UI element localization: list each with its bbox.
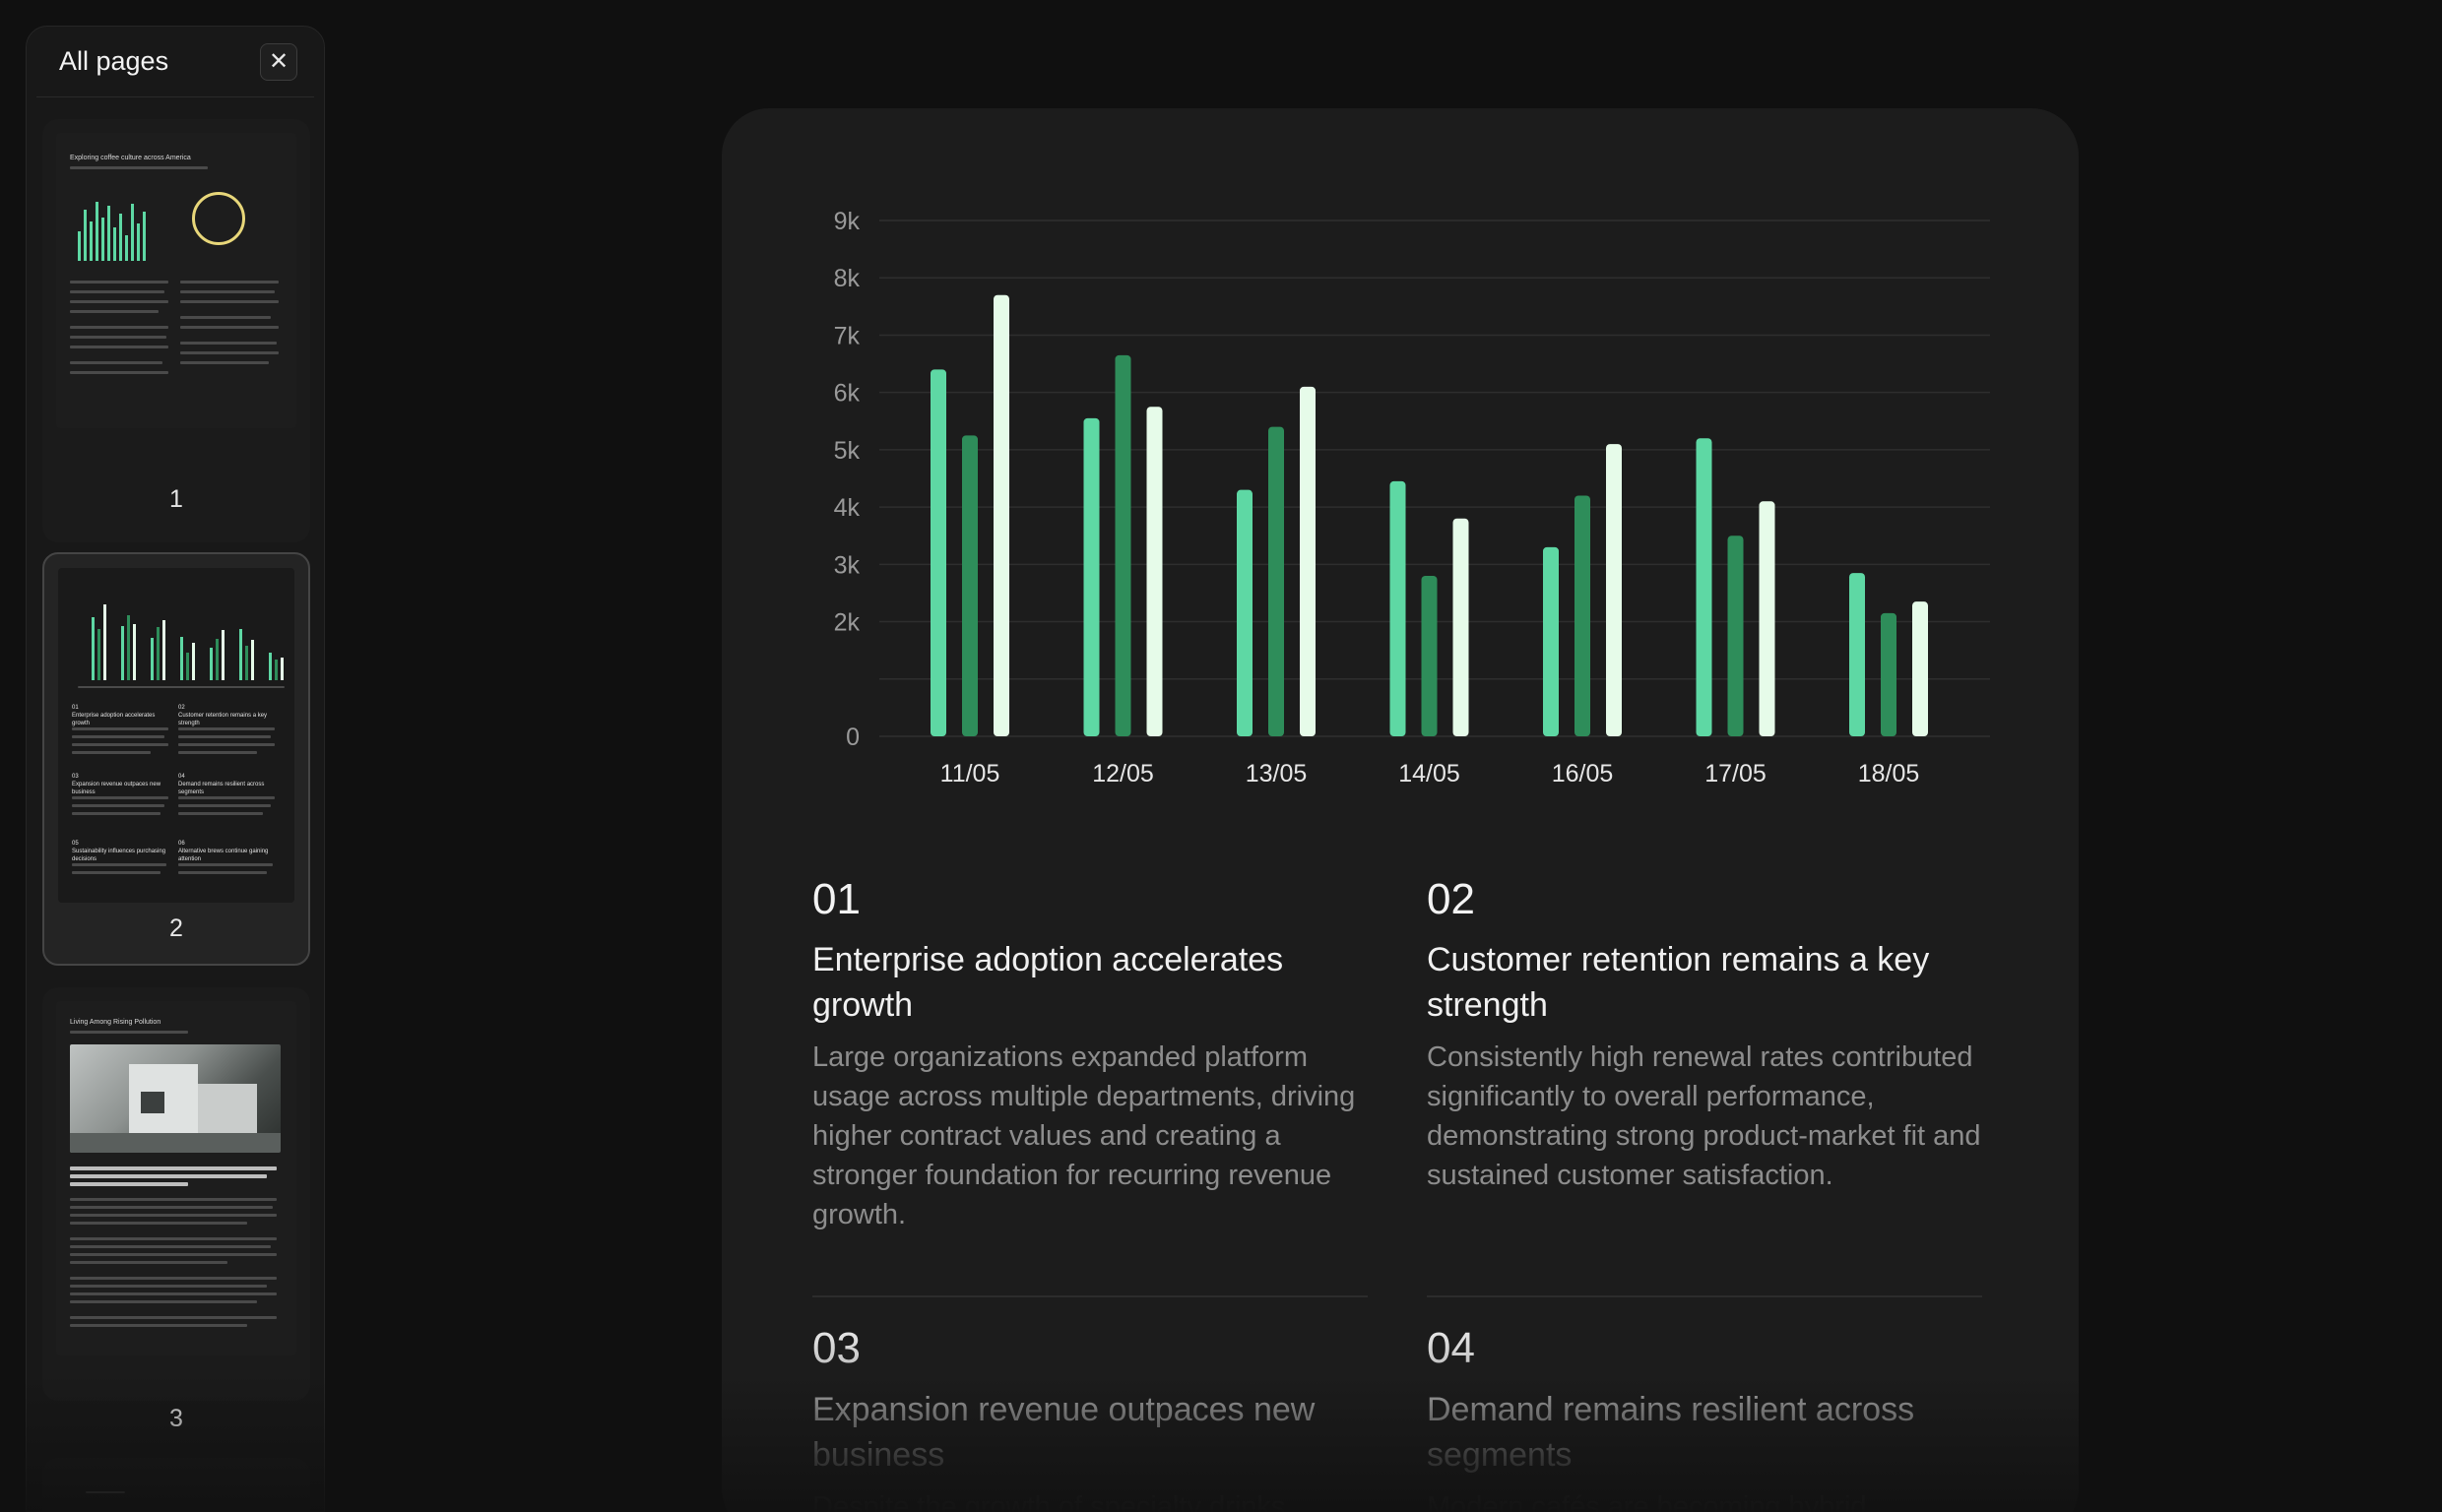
thumbnail-bar-chart bbox=[72, 582, 284, 680]
bar bbox=[1115, 354, 1131, 736]
y-tick-label: 0 bbox=[846, 724, 860, 751]
bar bbox=[1237, 489, 1253, 736]
page-thumbnail-3[interactable]: Living Among Rising Pollution 3 bbox=[42, 987, 310, 1432]
card-title: Expansion revenue outpaces new business bbox=[812, 1390, 1316, 1474]
x-tick-label: 18/05 bbox=[1858, 760, 1920, 788]
card-number: 03 bbox=[812, 1324, 861, 1373]
thumbnail-card-06: 06 Alternative brews continue gaining att… bbox=[178, 841, 269, 862]
x-tick-label: 12/05 bbox=[1092, 760, 1154, 788]
page-thumbnail-1[interactable]: Exploring coffee culture across America bbox=[42, 119, 310, 542]
page-thumbnail-preview: Living Among Rising Pollution bbox=[56, 1001, 296, 1355]
page-number: 3 bbox=[169, 1405, 183, 1432]
thumbnail-building-image bbox=[70, 1044, 281, 1153]
card-number: 04 bbox=[1427, 1324, 1475, 1373]
bar bbox=[1421, 575, 1438, 736]
page-number: 1 bbox=[169, 485, 183, 513]
thumbnail-bar-chart bbox=[70, 182, 168, 261]
close-button[interactable]: ✕ bbox=[260, 42, 297, 81]
thumbnail-title: Exploring coffee culture across America bbox=[70, 155, 191, 161]
insight-cards: 01 Enterprise adoption accelerates growt… bbox=[812, 875, 1994, 1512]
bar bbox=[962, 435, 978, 736]
card-body: Consistently high renewal rates contribu… bbox=[1427, 1041, 1981, 1192]
card-body: Modern cafés are becoming hybrid bbox=[1427, 1490, 1867, 1512]
page-thumbnail-preview: 01 Enterprise adoption accelerates growth… bbox=[58, 568, 294, 903]
card-title: Customer retention remains a key strengt… bbox=[1427, 941, 1930, 1025]
card-body: Despite the growth of specialty drinks, bbox=[812, 1490, 1294, 1512]
y-tick-label: 7k bbox=[834, 322, 861, 349]
card-number: 02 bbox=[1427, 875, 1475, 923]
bar bbox=[1727, 536, 1744, 736]
page-number: 2 bbox=[169, 914, 183, 942]
x-tick-label: 14/05 bbox=[1398, 760, 1460, 788]
bar-chart: 0 2k 3k 4k 5k 6k 7k 8k 9k 11/05 12/05 13/05 14/05 16/… bbox=[834, 208, 1990, 788]
thumbnail-donut-chart bbox=[192, 192, 245, 245]
bar bbox=[1268, 426, 1284, 736]
bar bbox=[1452, 518, 1469, 736]
thumbnail-card-04: 04 Demand remains resilient across segmen… bbox=[178, 774, 265, 795]
card-title: Demand remains resilient across segments bbox=[1427, 1390, 1915, 1474]
x-tick-label: 11/05 bbox=[940, 760, 1000, 788]
insight-card-04: 04 Demand remains resilient across segme… bbox=[1427, 1295, 1982, 1512]
bar bbox=[1912, 601, 1928, 736]
card-body: Large organizations expanded platform us… bbox=[812, 1041, 1356, 1231]
bar bbox=[1606, 444, 1622, 736]
thumbnail-card-01: 01 Enterprise adoption accelerates growth bbox=[72, 705, 156, 726]
x-tick-label: 13/05 bbox=[1246, 760, 1308, 788]
card-title: Enterprise adoption accelerates growth bbox=[812, 941, 1284, 1025]
sidebar-title: All pages bbox=[59, 46, 169, 76]
bar bbox=[1083, 417, 1100, 736]
insight-card-01: 01 Enterprise adoption accelerates growt… bbox=[812, 875, 1368, 1234]
page-thumbnails-sidebar: All pages ✕ Exploring coffee culture acr… bbox=[26, 26, 325, 1512]
bar bbox=[1696, 438, 1712, 736]
insight-card-02: 02 Customer retention remains a key stre… bbox=[1427, 875, 1982, 1234]
page-thumbnail-4[interactable] bbox=[42, 1458, 310, 1511]
x-tick-label: 16/05 bbox=[1552, 760, 1614, 788]
bar bbox=[1389, 480, 1406, 736]
bar bbox=[994, 294, 1009, 736]
thumbnail-card-02: 02 Customer retention remains a key stren… bbox=[178, 705, 268, 726]
insight-card-03: 03 Expansion revenue outpaces new busine… bbox=[812, 1295, 1368, 1512]
x-tick-label: 17/05 bbox=[1704, 760, 1767, 788]
y-tick-label: 4k bbox=[834, 494, 861, 522]
y-tick-label: 2k bbox=[834, 609, 861, 637]
page-thumbnail-2[interactable]: 01 Enterprise adoption accelerates growth… bbox=[42, 552, 310, 966]
thumbnail-title: Living Among Rising Pollution bbox=[70, 1019, 161, 1026]
close-icon: ✕ bbox=[268, 48, 289, 75]
bar bbox=[1881, 612, 1896, 736]
y-tick-label: 9k bbox=[834, 208, 861, 235]
thumbnail-card-05: 05 Sustainability influences purchasing d… bbox=[72, 841, 166, 862]
y-tick-label: 5k bbox=[834, 437, 861, 465]
bar bbox=[1574, 495, 1590, 736]
page-thumbnail-preview: Exploring coffee culture across America bbox=[56, 133, 296, 428]
y-tick-label: 3k bbox=[834, 551, 861, 579]
thumbnail-card-03: 03 Expansion revenue outpaces new busines… bbox=[72, 774, 161, 795]
bar bbox=[931, 369, 946, 736]
sidebar-header: All pages ✕ bbox=[36, 27, 314, 97]
bar bbox=[1146, 407, 1163, 736]
document-page: 0 2k 3k 4k 5k 6k 7k 8k 9k 11/05 12/05 13/05 14/05 16/… bbox=[722, 108, 2079, 1512]
card-number: 01 bbox=[812, 875, 861, 923]
bar bbox=[1849, 573, 1865, 736]
y-tick-label: 6k bbox=[834, 380, 861, 408]
y-tick-label: 8k bbox=[834, 265, 861, 292]
bar bbox=[1759, 501, 1775, 736]
bar bbox=[1300, 386, 1316, 736]
bar bbox=[1543, 546, 1559, 736]
